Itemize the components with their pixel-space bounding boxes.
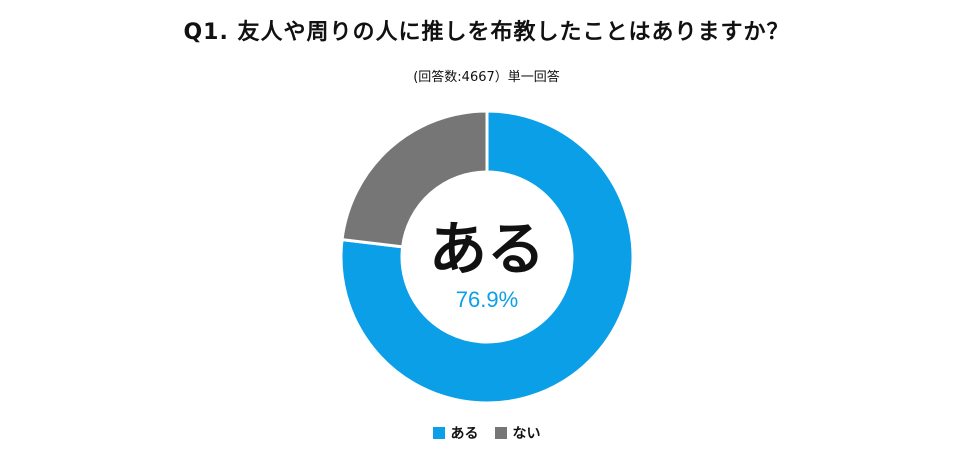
legend: ある ない: [0, 423, 973, 443]
center-label: ある: [429, 215, 545, 283]
legend-label-aru: ある: [450, 426, 479, 442]
donut-slice-aru: [339, 109, 635, 405]
legend-label-nai: ない: [512, 426, 541, 442]
legend-item-aru: ある: [432, 423, 479, 443]
legend-swatch-nai: [494, 427, 507, 439]
legend-swatch-aru: [432, 427, 445, 439]
center-value: 76.9%: [456, 287, 518, 312]
donut-slice-nai: [340, 109, 489, 249]
chart-subtitle: (回答数:4667）単一回答: [413, 70, 560, 85]
chart-title: Q1. 友人や周りの人に推しを布教したことはありますか？: [183, 20, 790, 45]
legend-item-nai: ない: [494, 423, 541, 443]
